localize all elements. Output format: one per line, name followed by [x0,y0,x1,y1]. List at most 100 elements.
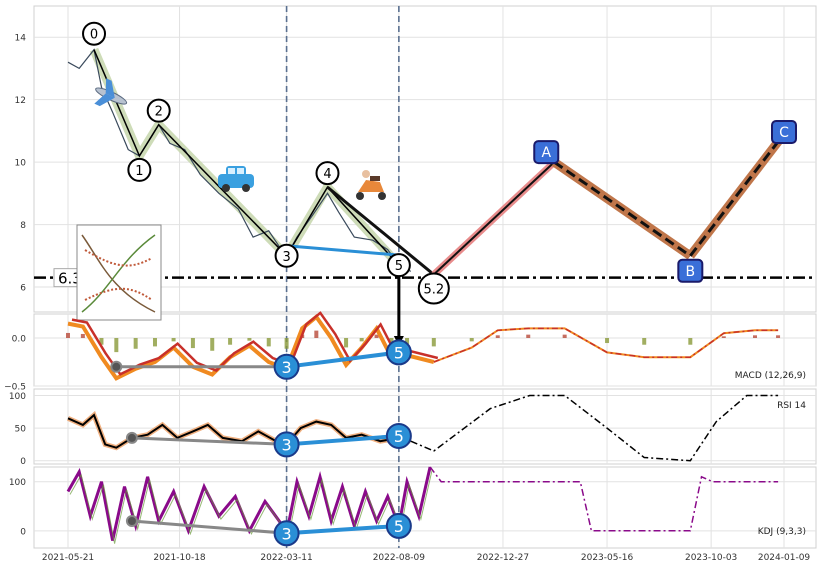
macd-histogram-bar [389,338,394,345]
macd-signal-line [71,311,439,376]
wave-label-0: 0 [90,28,98,43]
rsi-divergence-start-dot [125,431,138,444]
macd-histogram-bar [266,338,271,347]
kdj-panel-frame [33,466,817,549]
thumbnail-curve [81,234,156,313]
macd-histogram-bar [171,338,176,342]
x-tick-label: 2023-05-16 [581,553,634,563]
forecast-label-box [677,258,704,283]
kdj-line [66,466,432,541]
macd-histogram-bar [495,335,500,338]
kdj-divergence-label-5: 5 [394,517,404,536]
macd-histogram-bar [688,338,693,345]
macd-histogram-bar [190,338,195,349]
price-y-tick-label: 12 [15,96,26,106]
macd-histogram-bar [359,338,364,342]
scooter-rider-head [362,170,370,178]
scooter-body [358,180,384,192]
macd-divergence-label-circle [385,339,412,366]
macd-histogram-bar [247,338,252,341]
rsi-y-tick-label: 0 [20,457,26,467]
x-tick-label: 2022-03-11 [260,553,312,563]
price-y-tick-label: 10 [15,159,27,169]
x-tick-label: 2021-10-18 [153,553,206,563]
wave-line-final [326,185,435,276]
kdj-divergence-blue-line [286,523,399,536]
rsi-divergence-blue-line [286,433,400,447]
thumbnail-curve [84,287,153,301]
macd-histogram-bar [210,338,215,351]
rsi-divergence-gray-line [131,436,287,446]
thumbnail-inset [76,224,162,321]
price-series-line [67,48,412,272]
car-window [228,168,235,174]
macd-histogram-bar [562,334,567,338]
macd-histogram-bar [374,334,379,338]
kdj-divergence-start-dot [125,515,138,527]
x-tick-label: 2022-12-27 [477,553,529,563]
x-tick-label: 2023-10-03 [685,553,737,563]
macd-divergence-blue-line [286,350,400,369]
forecast-label-a: A [541,145,551,161]
macd-divergence-start-dot [110,360,123,373]
macd-divergence-label-3: 3 [281,358,291,377]
macd-histogram-bar [469,338,474,342]
macd-histogram-bar [642,338,647,345]
macd-histogram-bar [314,330,319,338]
macd-histogram-bar [776,335,781,338]
kdj-d-line [69,469,433,544]
macd-histogram-bar [228,338,233,345]
thumbnail-curve [84,249,153,267]
macd-histogram-bar [605,338,610,344]
car-icon [218,166,254,192]
macd-histogram-bar [431,338,436,347]
macd-divergence-label-5: 5 [394,343,404,362]
kdj-y-tick-label: 0 [20,527,26,537]
scooter-seat [370,176,380,181]
macd-y-tick-label: −0.5 [4,383,26,393]
rsi-divergence-label-5: 5 [394,427,404,446]
macd-divergence-label-circle [273,353,300,380]
kdj-divergence-label-circle [385,512,412,539]
macd-forecast-signal [433,327,779,363]
macd-histogram-bar [66,332,70,338]
rsi-y-tick-label: 100 [9,392,26,402]
wave-label-5: 5 [395,259,403,274]
kdj-divergence-gray-line [131,519,287,535]
price-y-tick-label: 6 [20,284,26,294]
thumbnail-curve [81,234,156,313]
wave-label-circle [274,243,299,268]
macd-y-tick-label: 0.0 [12,335,27,345]
forecast-line [553,160,692,258]
wave-label-circle [127,157,152,182]
rsi-divergence-label-3: 3 [281,435,291,454]
rsi-panel-frame [33,388,817,465]
car-wheel [242,184,250,192]
wave-label-4: 4 [323,167,331,182]
scooter-wheel [378,192,386,200]
macd-histogram-bar [99,338,104,345]
macd-histogram-bar [405,338,410,345]
wave-label-circle [82,21,107,46]
car-wheel [222,184,230,192]
wave-line [93,49,400,266]
scooter-wheel [356,192,364,200]
kdj-panel-label: KDJ (9,3,3) [758,527,806,537]
rsi-forecast-line [410,394,779,462]
wave-label-circle [146,98,171,123]
macd-histogram-bar [753,335,758,338]
rsi-panel-label: RSI 14 [777,401,806,411]
scooter-icon [356,170,386,200]
price-y-tick-label: 8 [20,221,26,231]
forecast-line [689,133,786,257]
macd-histogram-bar [721,336,726,338]
support-line-label: 6.3 [58,270,82,288]
macd-histogram-bar [114,338,119,353]
macd-histogram-bar [133,338,138,349]
rsi-divergence-label-circle [385,422,412,449]
macd-histogram-bar [526,334,531,338]
rsi-y-tick-label: 50 [15,425,27,435]
kdj-y-tick-label: 100 [9,478,26,488]
